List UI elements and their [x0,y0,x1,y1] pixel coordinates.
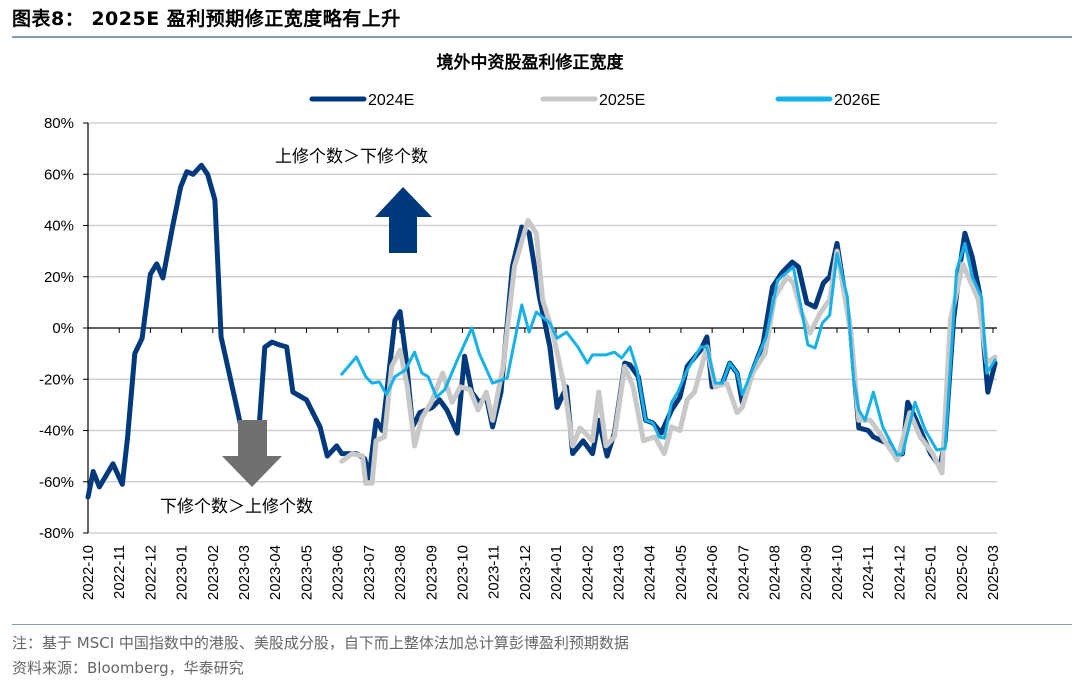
x-tick-label: 2024-03 [611,545,628,600]
series-line-2025E [339,217,998,486]
source-note: 资料来源：Bloomberg，华泰研究 [12,659,244,677]
x-tick-label: 2023-05 [298,545,315,600]
legend-label-2025E: 2025E [599,92,645,109]
x-tick-label: 2024-01 [548,545,565,600]
x-tick-label: 2023-10 [454,545,471,600]
x-tick-label: 2024-07 [735,545,752,600]
x-tick-label: 2024-04 [642,545,659,600]
x-tick-label: 2024-02 [579,545,596,600]
x-axis-ticks: 2022-10 2022-11 2022-12 2023-01 2023-02 2023-… [80,328,1002,600]
figure-title: 图表8： 2025E 盈利预期修正宽度略有上升 [12,8,401,30]
x-tick-label: 2023-12 [517,545,534,600]
y-tick-label: -80% [39,525,74,542]
x-tick-label: 2025-03 [985,545,1002,600]
x-tick-label: 2023-02 [205,545,222,600]
x-tick-label: 2025-02 [954,545,971,600]
x-tick-label: 2023-01 [174,545,191,600]
x-tick-label: 2024-11 [860,545,877,599]
legend-label-2024E: 2024E [368,92,414,109]
y-tick-label: -60% [39,474,74,491]
downward-revision-label: 下修个数＞上修个数 [160,497,313,517]
header-divider [12,36,1072,38]
annotations: 上修个数＞下修个数 下修个数＞上修个数 [160,147,432,517]
y-tick-label: 40% [44,218,74,235]
y-tick-label: 0% [52,320,74,337]
x-tick-label: 2025-01 [923,545,940,600]
y-tick-label: 20% [44,269,74,286]
y-axis-ticks: 80% 60% 40% 20% 0% -20% -40% -60% -80% [39,115,88,542]
x-tick-label: 2024-12 [891,545,908,600]
x-tick-label: 2024-09 [798,545,815,600]
x-tick-label: 2022-10 [80,545,97,600]
arrow-up-icon [375,187,432,253]
x-tick-label: 2023-07 [361,545,378,600]
x-tick-label: 2024-10 [829,545,846,600]
y-tick-label: -20% [39,371,74,388]
y-tick-label: 60% [44,166,74,183]
y-tick-label: -40% [39,423,74,440]
x-tick-label: 2023-03 [236,545,253,600]
x-tick-label: 2023-06 [330,545,347,600]
x-tick-label: 2024-05 [673,545,690,600]
y-tick-label: 80% [44,115,74,132]
x-tick-label: 2023-11 [486,545,503,599]
gridlines [87,122,997,534]
series-line-2026E [340,241,997,457]
x-tick-label: 2024-06 [704,545,721,600]
x-tick-label: 2022-11 [111,545,128,599]
x-tick-label: 2023-08 [392,545,409,600]
x-tick-label: 2023-04 [267,545,284,600]
series-lines [85,162,998,500]
x-tick-label: 2023-09 [423,545,440,600]
arrow-down-icon [222,420,282,487]
upward-revision-label: 上修个数＞下修个数 [275,147,428,167]
footnote: 注：基于 MSCI 中国指数中的港股、美股成分股，自下而上整体法加总计算彭博盈利… [12,634,629,652]
legend-label-2026E: 2026E [834,92,880,109]
series-line-2024E [85,162,998,500]
footer-divider [12,624,1072,625]
x-tick-label: 2022-12 [142,545,159,600]
chart-title: 境外中资股盈利修正宽度 [437,52,625,73]
x-tick-label: 2024-08 [767,545,784,600]
legend: 2024E 2025E 2026E [309,92,880,109]
